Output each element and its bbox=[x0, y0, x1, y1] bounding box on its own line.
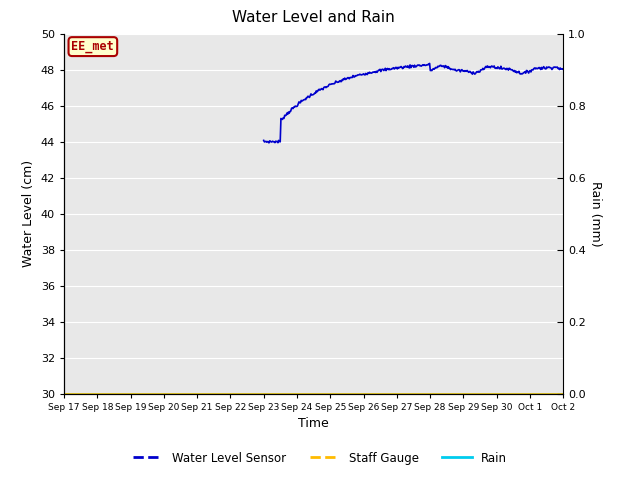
Legend: Water Level Sensor, Staff Gauge, Rain: Water Level Sensor, Staff Gauge, Rain bbox=[128, 447, 512, 469]
Y-axis label: Water Level (cm): Water Level (cm) bbox=[22, 160, 35, 267]
Y-axis label: Rain (mm): Rain (mm) bbox=[589, 181, 602, 246]
X-axis label: Time: Time bbox=[298, 417, 329, 430]
Title: Water Level and Rain: Water Level and Rain bbox=[232, 11, 395, 25]
Text: EE_met: EE_met bbox=[72, 40, 114, 53]
